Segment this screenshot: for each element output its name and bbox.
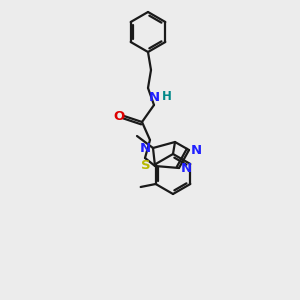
Text: N: N — [181, 163, 192, 176]
Text: N: N — [140, 142, 151, 154]
Text: N: N — [148, 91, 160, 104]
Text: S: S — [141, 159, 151, 172]
Text: O: O — [113, 110, 124, 122]
Text: N: N — [191, 143, 202, 157]
Text: H: H — [162, 90, 172, 103]
